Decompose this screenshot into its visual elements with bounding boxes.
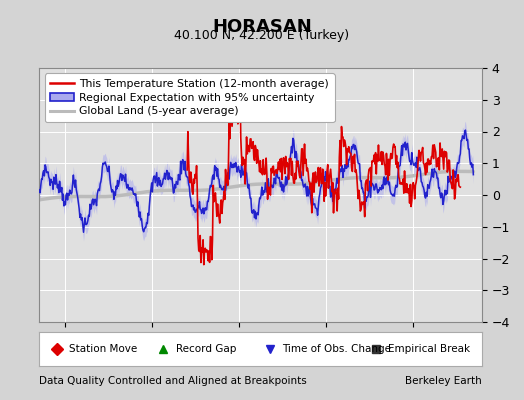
Text: Station Move: Station Move	[69, 344, 138, 354]
Legend: This Temperature Station (12-month average), Regional Expectation with 95% uncer: This Temperature Station (12-month avera…	[45, 74, 334, 122]
Text: HORASAN: HORASAN	[212, 18, 312, 36]
Text: 40.100 N, 42.200 E (Turkey): 40.100 N, 42.200 E (Turkey)	[174, 29, 350, 42]
Text: Time of Obs. Change: Time of Obs. Change	[282, 344, 391, 354]
Text: Berkeley Earth: Berkeley Earth	[406, 376, 482, 386]
Text: Data Quality Controlled and Aligned at Breakpoints: Data Quality Controlled and Aligned at B…	[39, 376, 307, 386]
Text: Empirical Break: Empirical Break	[388, 344, 471, 354]
Text: Record Gap: Record Gap	[176, 344, 236, 354]
